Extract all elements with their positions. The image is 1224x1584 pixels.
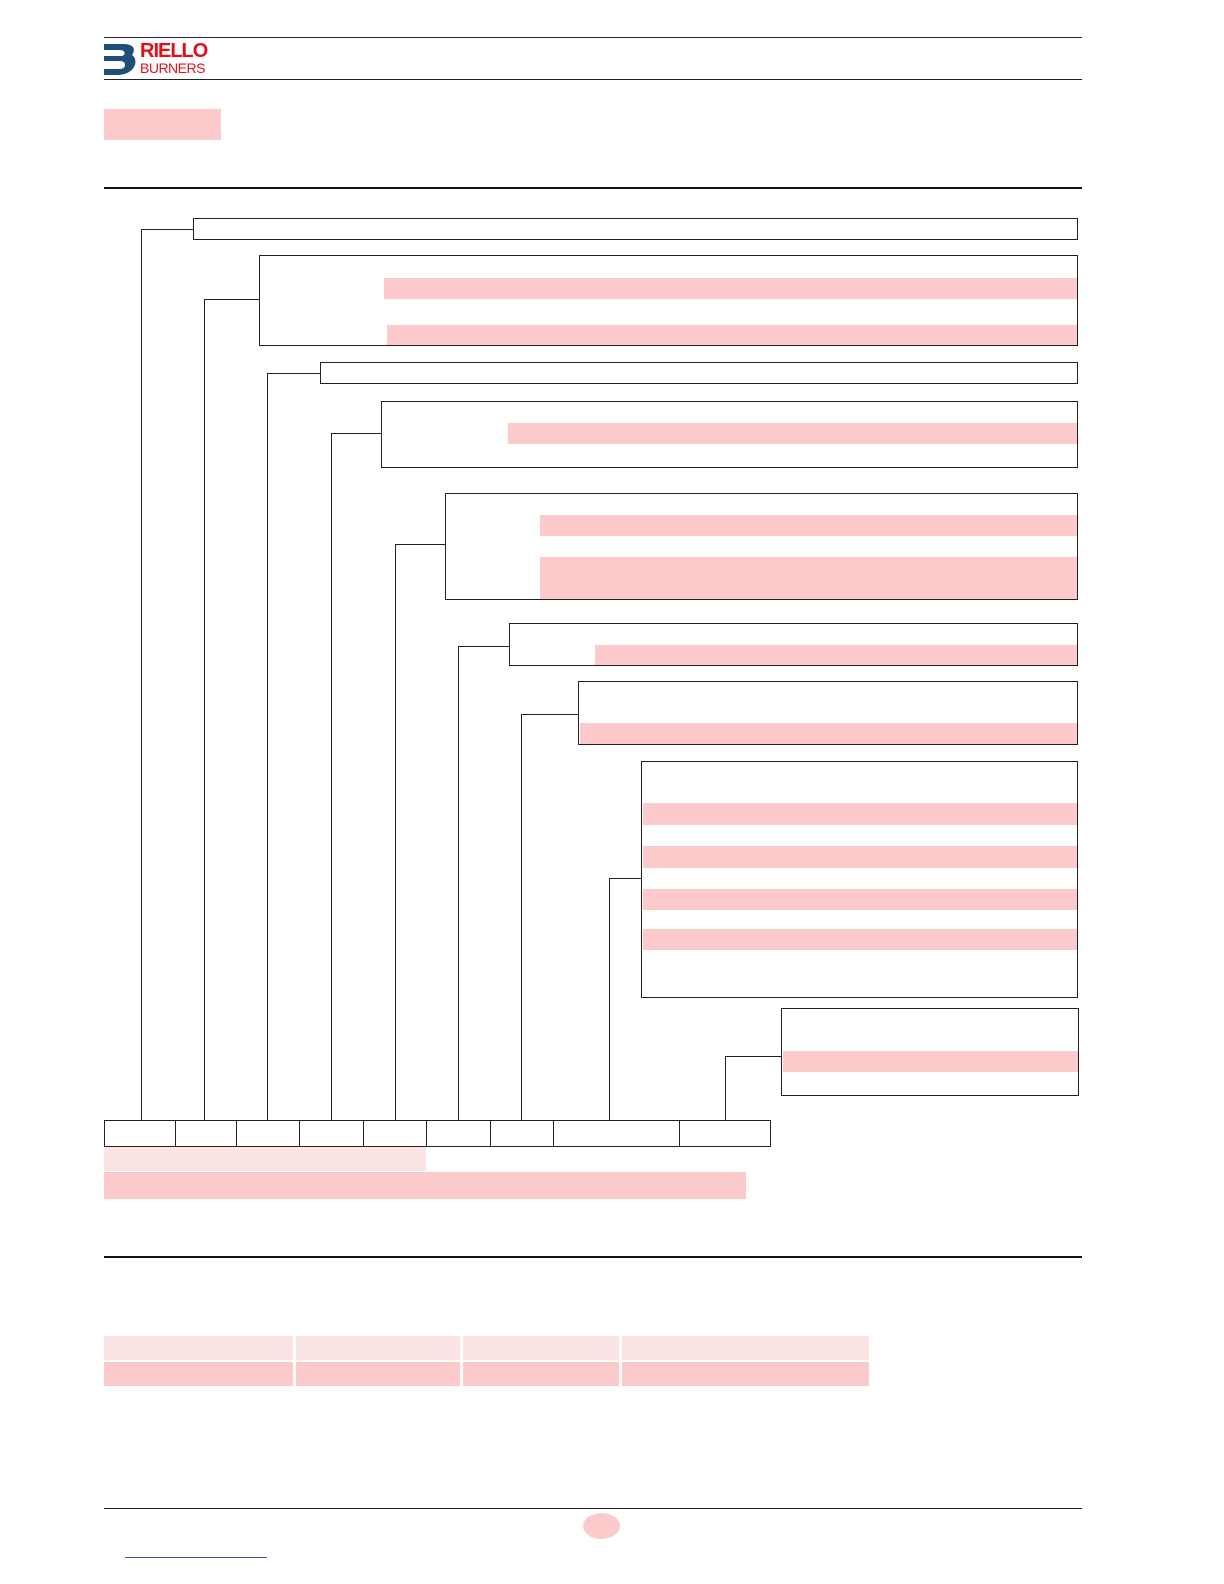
table-row-cell-4 <box>622 1362 869 1386</box>
section-divider-top <box>104 187 1082 189</box>
code-cell-4 <box>300 1120 364 1147</box>
header-top-rule <box>104 37 1082 38</box>
riello-b-logo-icon <box>104 44 136 75</box>
extended-designation-highlight <box>104 1172 746 1199</box>
table-row-cell-1 <box>104 1362 293 1386</box>
section-divider-bottom <box>104 1256 1082 1258</box>
table-header-cell-3 <box>463 1336 619 1360</box>
section-title-highlight <box>104 109 221 140</box>
code-cell-7 <box>491 1120 554 1147</box>
code-cell-1 <box>104 1120 176 1147</box>
designation-box-7 <box>578 681 1078 745</box>
designation-code-row <box>104 1120 771 1147</box>
box-8-option-3 <box>643 889 1077 910</box>
code-cell-6 <box>427 1120 491 1147</box>
designation-box-4 <box>381 401 1078 468</box>
box-8-option-2 <box>643 846 1077 868</box>
connector-6 <box>458 646 509 1121</box>
table-header-cell-4 <box>622 1336 869 1360</box>
table-header-cell-2 <box>296 1336 460 1360</box>
box-6-option-1 <box>595 645 1077 665</box>
connector-9 <box>725 1056 781 1121</box>
box-5-option-1 <box>540 515 1077 536</box>
connector-1 <box>141 229 193 1121</box>
connector-8 <box>609 878 641 1121</box>
logo-line-2: BURNERS <box>140 60 205 76</box>
designation-box-8 <box>641 761 1078 998</box>
designation-box-9 <box>781 1008 1079 1096</box>
connector-5 <box>395 544 445 1121</box>
designation-box-1 <box>193 218 1078 240</box>
code-cell-5 <box>364 1120 427 1147</box>
header-bottom-rule <box>104 79 1082 80</box>
box-8-option-4 <box>643 929 1077 950</box>
code-cell-8 <box>554 1120 680 1147</box>
code-cell-3 <box>237 1120 300 1147</box>
box-5-option-2 <box>540 557 1077 599</box>
designation-box-5 <box>445 493 1078 600</box>
table-row-cell-2 <box>296 1362 460 1386</box>
designation-box-6 <box>509 623 1078 666</box>
box-2-option-1 <box>384 278 1077 299</box>
riello-logo <box>104 41 199 77</box>
connector-4 <box>331 433 381 1121</box>
footer-link[interactable] <box>125 1557 267 1558</box>
box-2-option-2 <box>387 325 1077 345</box>
logo-line-1: RIELLO <box>140 40 208 62</box>
designation-box-2 <box>259 255 1078 346</box>
box-4-option-1 <box>508 423 1077 444</box>
table-header-cell-1 <box>104 1336 293 1360</box>
box-9-option-1 <box>783 1051 1078 1072</box>
connector-7 <box>521 714 578 1121</box>
box-8-option-1 <box>643 803 1077 825</box>
box-7-option-1 <box>580 723 1077 744</box>
designation-box-3 <box>320 362 1078 384</box>
table-row-cell-3 <box>463 1362 619 1386</box>
connector-2 <box>204 299 259 1121</box>
code-cell-9 <box>680 1120 771 1147</box>
page-number-badge <box>583 1513 620 1539</box>
code-cell-2 <box>176 1120 237 1147</box>
connector-3 <box>267 373 320 1121</box>
footer-rule <box>104 1508 1082 1509</box>
basic-designation-highlight <box>104 1147 426 1171</box>
